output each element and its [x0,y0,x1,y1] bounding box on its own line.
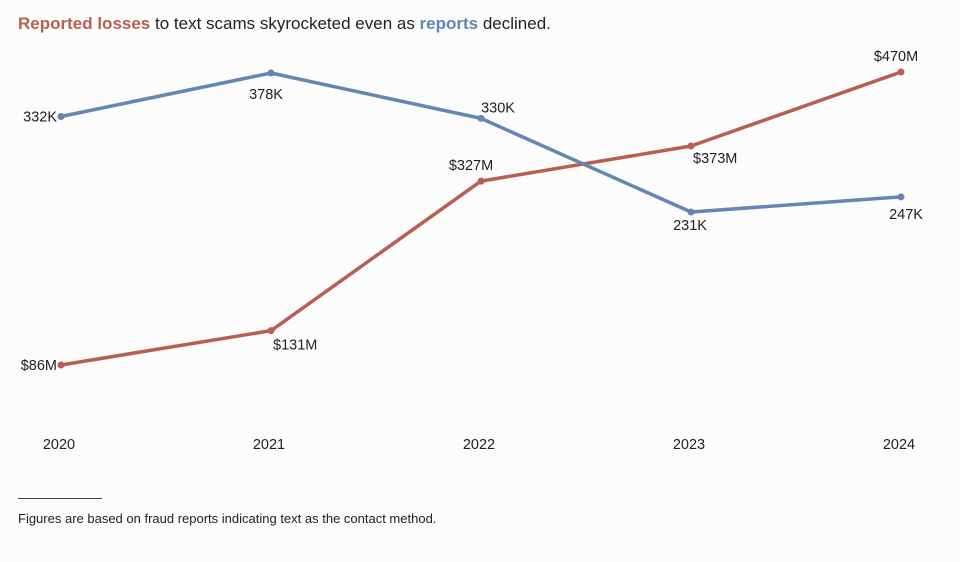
reports-label-2023: 231K [673,218,707,234]
x-tick-2022: 2022 [463,437,495,453]
reports-label-2024: 247K [889,207,923,223]
losses-point-2021 [267,327,275,335]
reports-label-2022: 330K [481,100,515,116]
losses-label-2022: $327M [449,158,493,174]
x-tick-2020: 2020 [43,437,75,453]
losses-point-2023 [687,142,695,150]
losses-label-2023: $373M [693,151,737,167]
reports-point-2020 [57,112,65,120]
reports-point-2021 [267,69,275,77]
x-tick-2024: 2024 [883,437,915,453]
x-tick-2023: 2023 [673,437,705,453]
title-losses-keyword: Reported losses [18,14,151,33]
title-text-end: declined. [478,14,551,33]
line-chart: $86M $131M $327M $373M $470M 332K 378K 330K 231K… [21,49,924,453]
reports-point-2022 [477,114,485,122]
title-reports-keyword: reports [419,14,479,33]
reports-point-2024 [897,193,905,201]
losses-point-2020 [57,361,65,369]
reports-line [59,71,903,214]
x-axis-ticks: 2020 2021 2022 2023 2024 [43,437,915,453]
data-labels: $86M $131M $327M $373M $470M 332K 378K 330K 231K… [21,49,924,374]
losses-point-2024 [897,68,905,76]
reports-label-2020: 332K [23,109,57,125]
title-text-mid: to text scams skyrocketed even as [150,14,420,33]
reports-point-2023 [687,208,695,216]
losses-point-2022 [477,177,485,185]
footnote: Figures are based on fraud reports indic… [18,511,437,526]
footnote-divider [18,498,102,499]
series-points [57,68,905,369]
x-tick-2021: 2021 [253,437,285,453]
losses-label-2024: $470M [874,49,918,65]
losses-label-2021: $131M [273,338,317,354]
chart-title: Reported losses to text scams skyrockete… [18,14,551,34]
reports-label-2021: 378K [249,87,283,103]
losses-label-2020: $86M [21,358,57,374]
